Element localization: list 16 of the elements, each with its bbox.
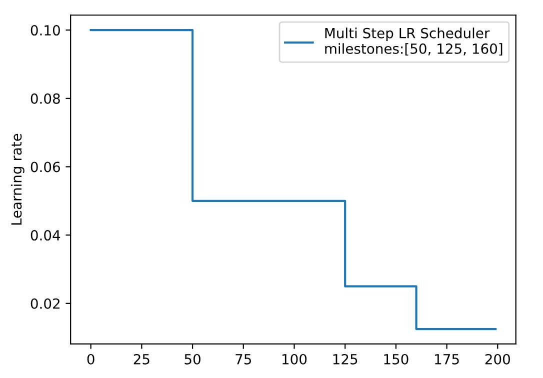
x-tick-label: 100 [282, 354, 307, 364]
x-tick-label: 50 [184, 354, 200, 364]
y-tick-label: 0.06 [30, 162, 60, 172]
x-tick-label: 25 [134, 354, 150, 364]
x-tick-label: 75 [236, 354, 252, 364]
x-tick-label: 125 [333, 354, 358, 364]
y-tick-label: 0.04 [30, 230, 60, 241]
y-tick-label: 0.08 [30, 93, 60, 104]
y-tick-label: 0.02 [30, 298, 60, 309]
x-tick-label: 0 [87, 354, 94, 364]
x-tick-label: 150 [384, 354, 408, 364]
x-tick-label: 200 [485, 354, 510, 364]
y-tick-label: 0.10 [30, 25, 60, 36]
legend-label: Multi Step LR Scheduler milestones:[50, 125, 160] [325, 28, 502, 56]
x-tick-label: 175 [435, 354, 459, 364]
y-axis-title: Learning rate [10, 134, 24, 225]
